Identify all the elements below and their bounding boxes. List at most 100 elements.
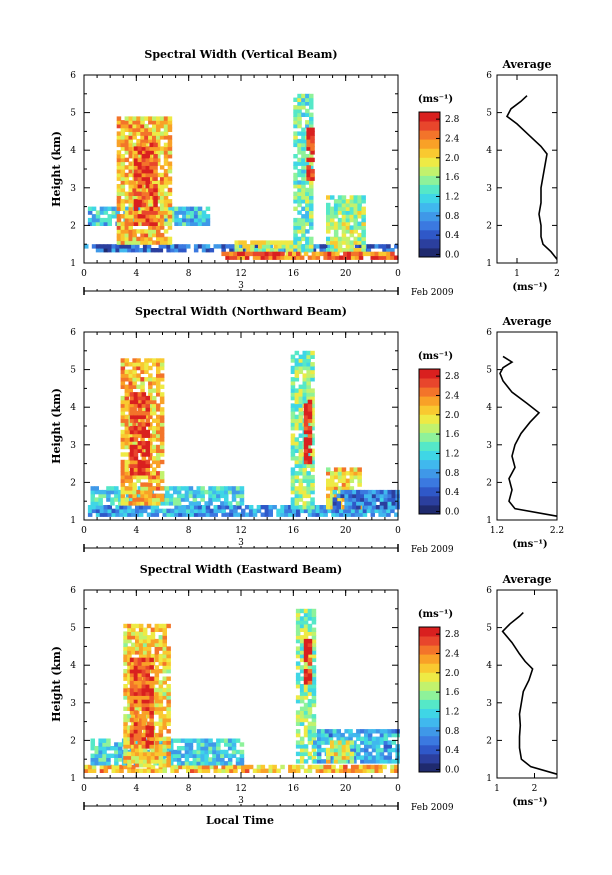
heatmap-cell [307, 755, 313, 760]
heatmap-cell [337, 248, 343, 253]
heatmap-cell [353, 202, 358, 208]
heatmap-cell [196, 757, 201, 762]
y-tick-label: 6 [70, 71, 76, 81]
heatmap-cell [91, 768, 97, 773]
heatmap-cell [204, 749, 209, 755]
heatmap-cell [307, 691, 313, 696]
heatmap-cell [299, 676, 305, 681]
heatmap-cell [136, 120, 141, 125]
heatmap-cell [303, 508, 309, 514]
heatmap-cell [310, 474, 315, 480]
heatmap-cell [197, 244, 203, 249]
heatmap-cell [201, 508, 207, 514]
heatmap-cell [156, 486, 161, 491]
heatmap-cell [391, 747, 396, 753]
heatmap-cell [145, 169, 150, 174]
heatmap-cell [140, 448, 145, 453]
heatmap-cell [357, 221, 362, 226]
heatmap-cell [224, 753, 229, 758]
heatmap-cell [319, 768, 324, 773]
heatmap-cell [280, 508, 285, 514]
heatmap-cell [124, 388, 130, 393]
heatmap-cell [180, 497, 186, 502]
colorbar-tick-label: 2.0 [445, 411, 460, 421]
heatmap-cell [337, 217, 343, 223]
heatmap-cell [98, 753, 103, 758]
heatmap-cell [391, 729, 396, 734]
heatmap-cell [374, 244, 379, 249]
heatmap-cell [293, 225, 298, 230]
average-unit: (ms⁻¹) [512, 797, 547, 808]
heatmap-cell [301, 127, 306, 132]
heatmap-cell [260, 251, 266, 257]
heatmap-cell [140, 116, 145, 121]
heatmap-cell [136, 221, 141, 226]
heatmap-cell [170, 210, 175, 215]
heatmap-cell [154, 638, 160, 644]
heatmap-cell [354, 764, 360, 770]
heatmap-cell [345, 755, 351, 760]
heatmap-cell [326, 501, 331, 506]
heatmap-cell [146, 653, 152, 659]
heatmap-cell [276, 248, 281, 253]
heatmap-cell [374, 251, 379, 257]
heatmap-cell [131, 755, 136, 760]
heatmap-cell [128, 154, 133, 159]
heatmap-cell [364, 747, 369, 753]
heatmap-cell [330, 210, 335, 215]
heatmap-cell [192, 501, 198, 506]
colorbar-swatch [419, 396, 440, 406]
heatmap-cell [345, 747, 351, 753]
heatmap-cell [299, 650, 305, 655]
heatmap-cell [127, 635, 132, 640]
heatmap-cell [149, 172, 154, 178]
heatmap-cell [158, 684, 164, 689]
heatmap-cell [152, 433, 157, 438]
heatmap-cell [200, 497, 205, 502]
heatmap-cell [94, 746, 99, 751]
heatmap-cell [336, 729, 341, 734]
heatmap-cell [127, 755, 132, 760]
heatmap-cell [184, 738, 190, 743]
heatmap-cell [327, 764, 332, 770]
heatmap-cell [144, 123, 149, 129]
heatmap-cell [297, 108, 302, 114]
heatmap-cell [140, 229, 145, 234]
heatmap-cell [87, 210, 93, 215]
heatmap-cell [205, 512, 211, 517]
heatmap-cell [141, 706, 147, 711]
heatmap-cell [290, 497, 296, 502]
heatmap-cell [324, 732, 330, 738]
heatmap-cell [144, 236, 149, 242]
heatmap-cell [298, 407, 304, 412]
heatmap-cell [239, 742, 245, 747]
heatmap-cell [154, 676, 160, 681]
heatmap-cell [156, 142, 161, 148]
heatmap-cell [118, 497, 123, 502]
heatmap-cell [176, 757, 182, 762]
heatmap-cell [190, 764, 195, 770]
heatmap-cell [123, 646, 128, 651]
heatmap-cell [298, 471, 304, 476]
heatmap-cell [229, 244, 234, 249]
heatmap-cell [124, 452, 130, 457]
heatmap-cell [124, 399, 130, 405]
heatmap-cell [316, 736, 322, 741]
heatmap-cell [264, 508, 270, 514]
heatmap-cell [299, 717, 305, 723]
heatmap-cell [158, 635, 164, 640]
heatmap-cell [224, 497, 229, 502]
heatmap-cell [382, 508, 387, 514]
heatmap-cell [114, 746, 119, 751]
heatmap-cell [239, 493, 245, 499]
heatmap-cell [163, 135, 169, 140]
heatmap-cell [306, 486, 311, 491]
heatmap-cell [149, 165, 154, 170]
heatmap-cell [316, 732, 322, 738]
heatmap-cell [140, 365, 145, 371]
heatmap-cell [220, 761, 225, 766]
heatmap-cell [129, 725, 135, 730]
heatmap-cell [148, 240, 153, 245]
heatmap-cell [148, 365, 153, 371]
heatmap-cell [301, 105, 306, 110]
